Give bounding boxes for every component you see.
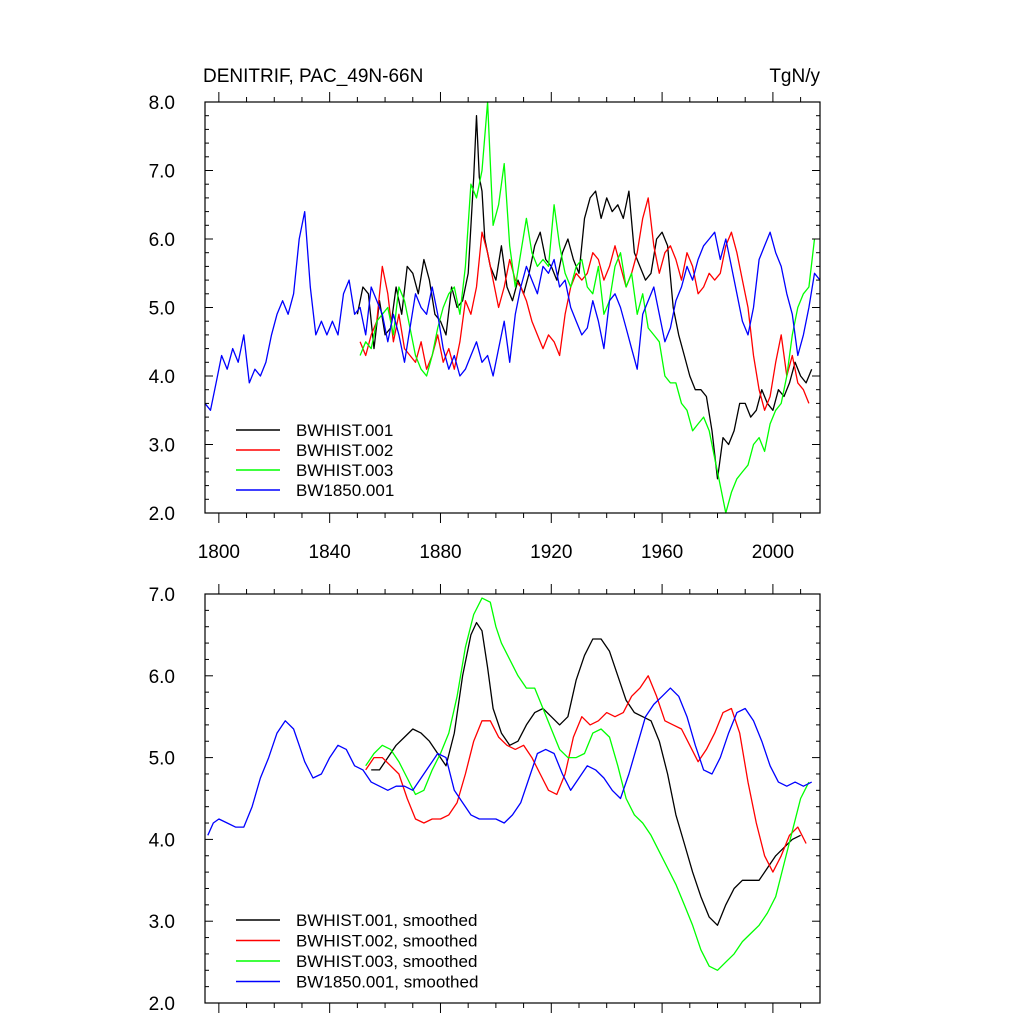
panel-1-series-group — [207, 597, 812, 971]
legend-label: BWHIST.001, smoothed — [296, 911, 477, 930]
series-line-bwhist-001 — [356, 115, 813, 480]
legend-label: BW1850.001, smoothed — [296, 973, 478, 992]
chart-title: DENITRIF, PAC_49N-66N — [203, 66, 423, 87]
x-tick-label: 1840 — [309, 542, 351, 563]
y-tick-label: 2.0 — [149, 994, 175, 1015]
y-tick-label: 4.0 — [149, 367, 175, 388]
legend-label: BWHIST.001 — [296, 421, 393, 440]
x-tick-label: 2000 — [752, 542, 794, 563]
top-panel: DENITRIF, PAC_49N-66N TgN/y 2.0 3.0 4.0 5.0 6.… — [149, 66, 821, 563]
panel-1-legend: BWHIST.001, smoothed BWHIST.002, smoothed… — [236, 911, 478, 992]
y-tick-label: 5.0 — [149, 299, 175, 320]
y-tick-label: 3.0 — [149, 912, 175, 933]
legend-label: BWHIST.003, smoothed — [296, 952, 477, 971]
series-line-bw1850-001 — [205, 210, 820, 411]
y-tick-label: 8.0 — [149, 93, 175, 114]
x-tick-label: 1880 — [419, 542, 461, 563]
series-line-bwhist-002-smoothed — [365, 675, 807, 873]
y-tick-label: 5.0 — [149, 749, 175, 770]
y-tick-label: 6.0 — [149, 667, 175, 688]
y-tick-label: 7.0 — [149, 162, 175, 183]
series-line-bwhist-001-smoothed — [371, 621, 801, 926]
panel-1-axes-frame — [204, 593, 821, 1004]
legend-label: BWHIST.002, smoothed — [296, 932, 477, 951]
legend-label: BWHIST.003 — [296, 461, 393, 480]
chart-units: TgN/y — [769, 66, 820, 87]
y-tick-label: 4.0 — [149, 830, 175, 851]
legend-label: BW1850.001 — [296, 481, 394, 500]
y-tick-label: 7.0 — [149, 585, 175, 606]
series-line-bwhist-003-smoothed — [365, 597, 810, 971]
y-tick-label: 3.0 — [149, 436, 175, 457]
x-tick-label: 1960 — [641, 542, 683, 563]
panel-0-series-group — [205, 101, 820, 514]
series-line-bwhist-002 — [359, 197, 810, 411]
legend-label: BWHIST.002 — [296, 441, 393, 460]
y-tick-label: 2.0 — [149, 504, 175, 525]
series-line-bwhist-003 — [359, 101, 816, 514]
x-tick-label: 1920 — [530, 542, 572, 563]
series-line-bw1850-001-smoothed — [207, 687, 812, 836]
y-tick-label: 6.0 — [149, 230, 175, 251]
x-tick-label: 1800 — [198, 542, 240, 563]
